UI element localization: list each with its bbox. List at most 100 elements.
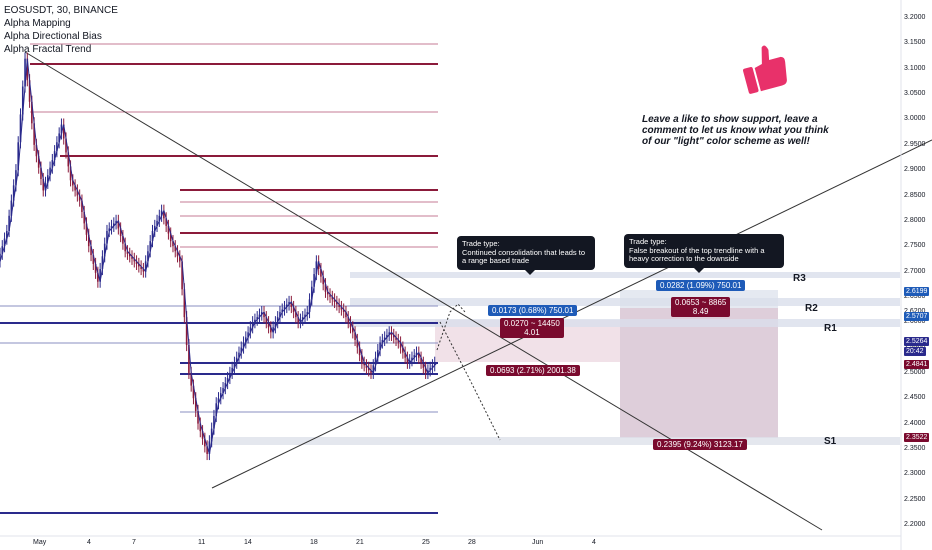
candle-body — [6, 230, 8, 239]
candle-body — [204, 438, 206, 447]
level-label-s1: S1 — [824, 436, 837, 447]
y-tick-label: 2.7000 — [904, 267, 926, 275]
candle-body — [142, 269, 145, 272]
candle-body — [285, 304, 288, 308]
candle-body — [133, 258, 136, 262]
candle-body — [424, 367, 427, 373]
candle-body — [37, 156, 40, 168]
candle-body — [138, 263, 140, 267]
candle-body — [131, 256, 133, 259]
candle-body — [256, 317, 258, 320]
candle-body — [69, 166, 72, 181]
candle-body — [24, 58, 26, 87]
symbol-label[interactable]: EOSUSDT, 30, BINANCE — [4, 5, 118, 16]
candle-body — [326, 291, 329, 295]
candle-body — [74, 185, 76, 191]
candle-body — [46, 175, 49, 183]
candle-body — [388, 332, 391, 335]
candle-body — [151, 230, 154, 242]
candle-body — [147, 251, 149, 262]
x-tick-label: 14 — [244, 539, 252, 546]
price-series-line — [0, 58, 438, 455]
y-tick-label: 2.2500 — [904, 495, 926, 503]
candle-body — [26, 58, 29, 81]
candle-body — [317, 261, 320, 269]
price-tag-1: 2.6199 — [904, 287, 930, 296]
candle-body — [122, 236, 124, 244]
candle-body — [417, 352, 420, 358]
candle-body — [219, 393, 222, 399]
candle-body — [217, 398, 220, 404]
candle-body — [179, 256, 181, 262]
candle-body — [363, 362, 365, 366]
price-tag-4: 20:42 — [904, 347, 926, 356]
candle-body — [213, 415, 215, 429]
price-tag-2: 2.5707 — [904, 312, 930, 321]
candle-body — [249, 327, 252, 333]
price-tag-3: 2.5264 — [904, 337, 930, 346]
candle-body — [115, 220, 117, 224]
indicator-alpha-mapping[interactable]: Alpha Mapping — [4, 18, 71, 29]
descending-trendline — [24, 51, 823, 531]
zone-r3 — [350, 272, 900, 278]
candle-body — [210, 428, 213, 442]
candle-body — [427, 370, 429, 373]
candle-body — [222, 388, 224, 394]
candle-body — [140, 266, 142, 269]
y-tick-label: 2.3000 — [904, 470, 926, 478]
x-tick-label: 11 — [198, 539, 206, 546]
candle-body — [351, 327, 354, 333]
candle-body — [58, 133, 60, 143]
candle-body — [347, 317, 350, 323]
candle-body — [342, 309, 345, 313]
candle-body — [165, 218, 167, 226]
callout-text: False breakout of the top trendline with… — [629, 245, 765, 263]
candle-body — [188, 345, 190, 373]
indicator-alpha-directional-bias[interactable]: Alpha Directional Bias — [4, 31, 102, 42]
candle-body — [174, 246, 177, 252]
y-tick-label: 2.5000 — [904, 368, 926, 376]
range-box-red — [620, 308, 778, 438]
candle-body — [370, 370, 372, 373]
candle-body — [163, 210, 165, 219]
projection-path-2 — [439, 321, 501, 441]
level-label-r2: R2 — [805, 303, 818, 314]
candle-body — [3, 238, 6, 247]
candles — [0, 52, 436, 461]
candle-body — [315, 261, 318, 275]
candle-body — [49, 167, 51, 176]
y-tick-label: 2.4500 — [904, 394, 926, 402]
candle-body — [322, 276, 324, 285]
candle-body — [56, 142, 58, 152]
candle-body — [304, 314, 306, 318]
candle-body — [383, 337, 386, 340]
candle-body — [76, 190, 79, 196]
candle-body — [292, 307, 295, 313]
candle-body — [44, 182, 47, 191]
candle-body — [169, 233, 172, 242]
y-tick-label: 2.6000 — [904, 318, 926, 326]
candle-body — [176, 251, 179, 257]
candle-body — [201, 431, 204, 439]
candle-body — [297, 317, 299, 323]
candle-body — [320, 269, 322, 277]
candle-body — [62, 124, 65, 139]
candle-body — [345, 312, 347, 318]
candle-body — [124, 243, 126, 252]
candle-body — [87, 234, 90, 247]
candle-body — [340, 307, 343, 310]
candle-body — [301, 317, 304, 320]
candle-body — [374, 357, 377, 366]
callout-title: Trade type: — [629, 237, 667, 246]
indicator-alpha-fractal-trend[interactable]: Alpha Fractal Trend — [4, 44, 92, 55]
candle-body — [135, 261, 138, 264]
candle-body — [0, 253, 1, 262]
measure-label-1: 0.0173 (0.68%) 750.01 — [488, 305, 578, 316]
candle-body — [379, 342, 381, 351]
candle-body — [290, 301, 293, 308]
candle-body — [94, 263, 97, 273]
y-tick-label: 2.7500 — [904, 242, 926, 250]
candle-body — [156, 220, 158, 226]
candle-body — [390, 332, 393, 335]
